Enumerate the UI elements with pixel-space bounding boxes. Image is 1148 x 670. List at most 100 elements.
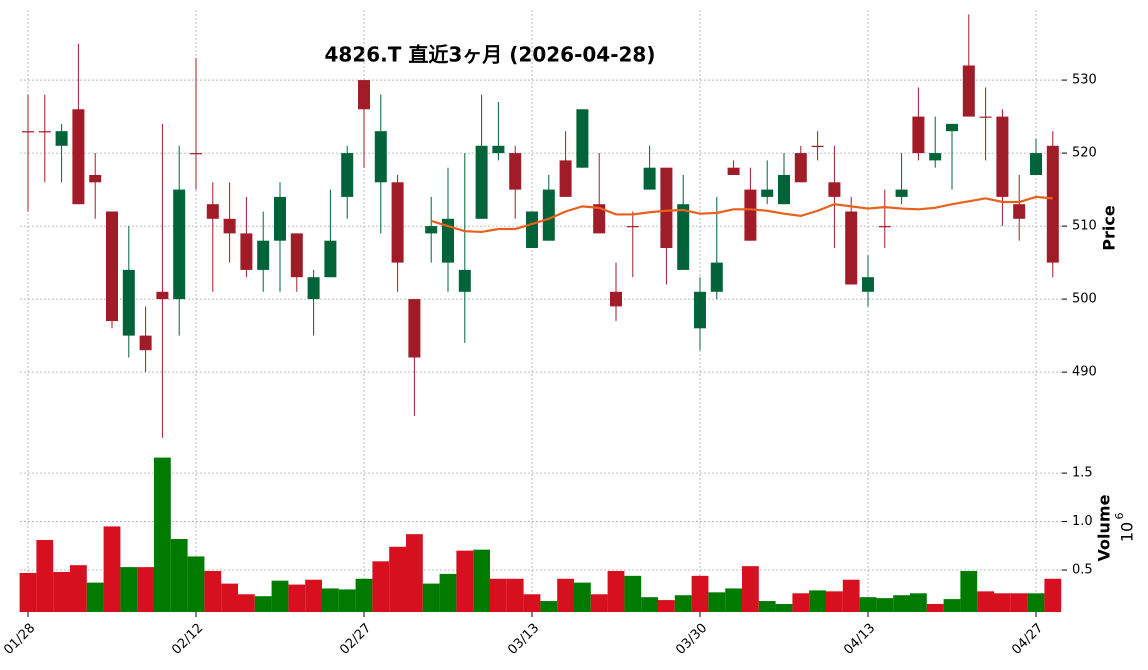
candle-body xyxy=(710,262,723,292)
volume-bar xyxy=(674,595,692,612)
volume-bar xyxy=(977,591,994,612)
candle-body xyxy=(307,277,320,300)
candle-body xyxy=(240,233,253,270)
candle-body xyxy=(878,226,891,228)
y-tick-label: 510 xyxy=(1072,219,1097,234)
volume-bar xyxy=(36,539,54,612)
candle-body xyxy=(979,116,992,118)
volume-bar xyxy=(338,589,356,612)
volume-bar xyxy=(557,578,574,612)
volume-scale-exponent: 6 xyxy=(1113,513,1126,520)
chart-title: 4826.T 直近3ヶ月 (2026-04-28) xyxy=(325,43,656,67)
y-tick-label: 500 xyxy=(1072,292,1097,307)
y-tick-label: 530 xyxy=(1072,73,1097,88)
candle-body xyxy=(912,116,925,154)
candle-body xyxy=(946,123,958,132)
candle-body xyxy=(492,145,505,154)
volume-bar xyxy=(355,578,373,612)
volume-bar xyxy=(204,571,222,612)
y-tick-label: 0.5 xyxy=(1072,563,1093,578)
volume-bar xyxy=(758,601,776,612)
volume-bar xyxy=(641,597,658,612)
volume-bar xyxy=(859,597,877,612)
candle-body xyxy=(828,182,841,197)
volume-bar xyxy=(658,600,675,612)
volume-bar xyxy=(725,588,742,612)
candle-body xyxy=(458,269,471,292)
candle-body xyxy=(542,189,555,241)
candle-body xyxy=(290,233,303,278)
candle-body xyxy=(408,299,421,358)
x-tick-label: 02/27 xyxy=(337,621,374,658)
volume-bar xyxy=(154,457,171,612)
candle-body xyxy=(1030,153,1042,175)
volume-bar xyxy=(406,534,423,612)
y-tick-label: 1.0 xyxy=(1072,514,1093,529)
candle-body xyxy=(593,204,606,234)
x-tick-label: 01/28 xyxy=(1,621,38,658)
volume-bar xyxy=(103,526,121,612)
volume-bar xyxy=(120,567,138,612)
volume-bar xyxy=(809,590,826,612)
candle-body xyxy=(761,189,774,197)
candle-body xyxy=(72,109,85,205)
volume-bar xyxy=(994,593,1011,612)
volume-bar xyxy=(826,591,843,612)
x-tick-label: 04/27 xyxy=(1009,621,1046,658)
candle-body xyxy=(576,109,589,168)
volume-bar xyxy=(53,571,70,612)
y-axis-label: Price xyxy=(1100,205,1119,251)
y-tick-label: 1.5 xyxy=(1072,466,1093,481)
candle-body xyxy=(358,80,370,110)
volume-bar xyxy=(506,578,524,612)
volume-bar xyxy=(574,582,591,612)
volume-scale-base: 10 xyxy=(1118,522,1137,542)
candle-body xyxy=(962,65,975,117)
candle-body xyxy=(274,196,286,241)
volume-bar xyxy=(187,556,205,612)
candle-body xyxy=(89,174,102,183)
volume-bar xyxy=(221,583,238,612)
candle-body xyxy=(744,189,757,241)
volume-bar xyxy=(305,579,322,612)
candle-body xyxy=(1046,145,1059,263)
volume-bar xyxy=(523,594,541,612)
candle-body xyxy=(442,218,454,263)
y-tick-label: 520 xyxy=(1072,146,1097,161)
volume-bar xyxy=(389,546,406,612)
volume-axis-label: Volume xyxy=(1095,494,1114,561)
volume-bar xyxy=(960,571,978,612)
volume-bar xyxy=(1027,593,1045,612)
candle-body xyxy=(509,153,522,190)
candle-body xyxy=(173,189,186,300)
volume-bar xyxy=(1010,593,1028,612)
candle-body xyxy=(55,131,68,146)
volume-bar xyxy=(170,539,188,612)
volume-bar xyxy=(490,578,507,612)
volume-bar xyxy=(876,598,894,612)
volume-bar xyxy=(943,599,961,612)
candle-body xyxy=(559,160,572,197)
candle-body xyxy=(223,218,236,234)
volume-bar xyxy=(288,584,306,612)
volume-bar xyxy=(742,566,759,612)
volume-bar xyxy=(456,550,474,612)
candle-body xyxy=(139,335,152,351)
candle-body xyxy=(38,131,51,133)
candle-body xyxy=(811,145,824,147)
candle-body xyxy=(660,167,673,248)
candle-body xyxy=(122,269,135,336)
candle-body xyxy=(206,204,219,219)
candle-body xyxy=(862,277,874,292)
volume-bar xyxy=(842,579,860,612)
candle-body xyxy=(727,167,740,175)
candle-body xyxy=(694,291,706,329)
candle-body xyxy=(156,291,169,300)
candle-body xyxy=(626,226,639,228)
volume-bar xyxy=(19,572,37,612)
volume-bar xyxy=(590,594,608,612)
volume-bar xyxy=(473,549,490,612)
candle-body xyxy=(1013,204,1026,219)
volume-bar xyxy=(893,595,910,612)
candle-body xyxy=(778,174,790,205)
